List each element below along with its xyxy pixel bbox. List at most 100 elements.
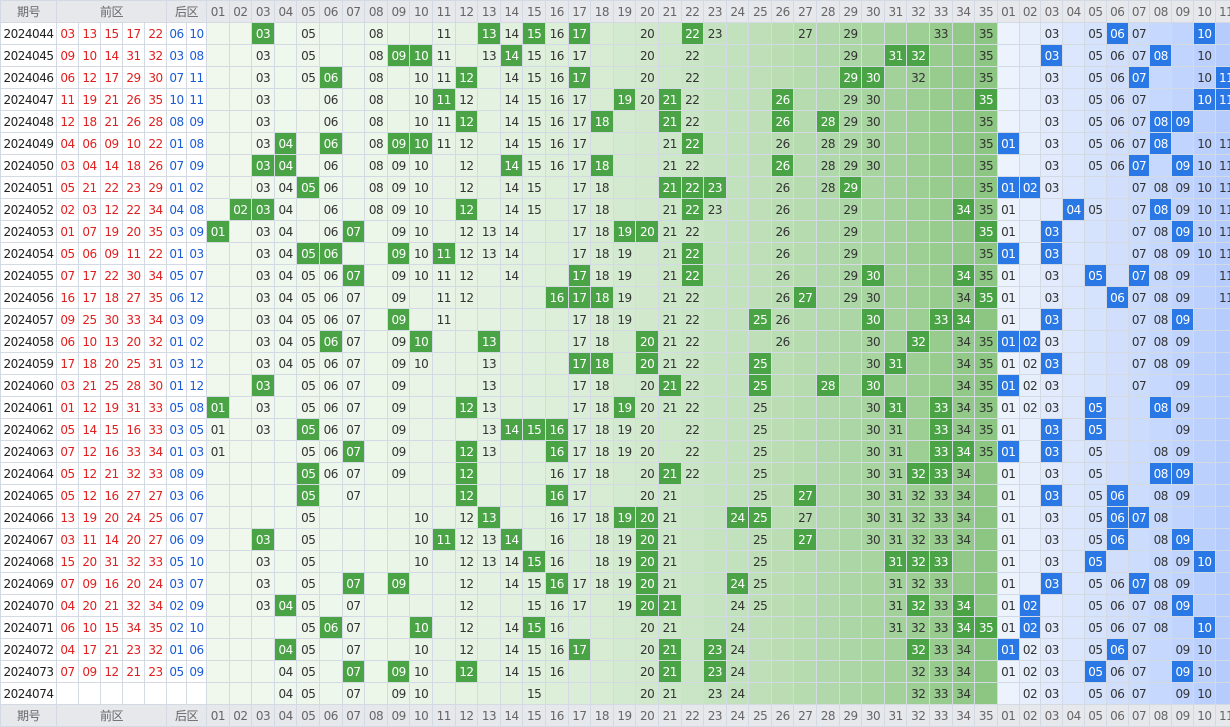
front-hit-number: 32 <box>911 467 925 481</box>
front-miss-cell <box>771 661 794 683</box>
front-miss-cell: 24 <box>726 683 749 705</box>
front-miss-cell: 16 <box>545 661 568 683</box>
front-hit-cell: 27 <box>794 485 817 507</box>
back-hit-cell: 10 <box>1194 617 1216 639</box>
back-miss-cell <box>1215 639 1230 661</box>
front-hit-number: 07 <box>346 445 360 459</box>
back-miss-cell: 03 <box>1041 177 1063 199</box>
front-miss-cell <box>545 243 568 265</box>
front-miss-cell <box>274 45 297 67</box>
front-miss-cell: 20 <box>636 441 659 463</box>
issue-number: 2024050 <box>1 155 57 177</box>
back-miss-cell <box>1063 23 1085 45</box>
front-miss-cell <box>252 683 275 705</box>
back-number-header: 02 <box>1019 705 1041 727</box>
front-miss-cell <box>930 111 953 133</box>
front-miss-cell <box>681 529 704 551</box>
front-draw-number: 33 <box>145 419 167 441</box>
back-draw-number: 06 <box>167 23 187 45</box>
back-miss-cell <box>1063 265 1085 287</box>
front-miss-cell <box>749 243 772 265</box>
back-miss-cell <box>997 683 1019 705</box>
front-miss-cell: 20 <box>636 397 659 419</box>
issue-number: 2024070 <box>1 595 57 617</box>
back-draw-number: 12 <box>187 353 207 375</box>
front-hit-number: 10 <box>414 335 428 349</box>
front-miss-cell: 29 <box>839 243 862 265</box>
front-draw-number: 17 <box>101 67 123 89</box>
back-miss-cell <box>1215 661 1230 683</box>
front-miss-cell <box>500 397 523 419</box>
front-miss-cell <box>636 309 659 331</box>
back-miss-cell <box>1150 155 1172 177</box>
front-draw-number: 11 <box>79 529 101 551</box>
front-miss-cell: 30 <box>862 133 885 155</box>
front-miss-cell <box>975 661 998 683</box>
front-miss-cell <box>749 683 772 705</box>
front-hit-number: 35 <box>979 291 993 305</box>
back-miss-cell: 03 <box>1041 397 1063 419</box>
front-miss-cell: 29 <box>839 89 862 111</box>
front-miss-cell: 05 <box>297 507 320 529</box>
front-hit-cell: 33 <box>930 551 953 573</box>
front-miss-cell <box>794 89 817 111</box>
front-miss-cell <box>387 595 410 617</box>
front-hit-number: 19 <box>617 511 631 525</box>
front-miss-cell: 03 <box>252 243 275 265</box>
back-hit-number: 06 <box>1110 643 1124 657</box>
front-miss-cell: 22 <box>681 375 704 397</box>
front-miss-cell <box>839 375 862 397</box>
back-miss-cell: 08 <box>1150 221 1172 243</box>
front-miss-cell: 05 <box>297 375 320 397</box>
front-hit-cell: 15 <box>523 617 546 639</box>
front-miss-cell <box>523 441 546 463</box>
back-miss-cell: 01 <box>997 353 1019 375</box>
front-miss-cell: 09 <box>387 287 410 309</box>
front-miss-cell: 14 <box>500 573 523 595</box>
back-hit-number: 10 <box>1197 93 1211 107</box>
front-miss-cell <box>907 375 930 397</box>
front-draw-number: 06 <box>57 67 79 89</box>
front-miss-cell: 33 <box>930 661 953 683</box>
front-draw-number: 30 <box>145 67 167 89</box>
front-draw-number: 24 <box>145 573 167 595</box>
front-miss-cell <box>320 45 343 67</box>
front-draw-number: 35 <box>145 221 167 243</box>
front-miss-cell <box>726 551 749 573</box>
front-miss-cell: 15 <box>523 177 546 199</box>
back-miss-cell <box>1041 595 1063 617</box>
front-miss-cell <box>726 463 749 485</box>
front-draw-number: 17 <box>123 23 145 45</box>
front-hit-number: 21 <box>663 181 677 195</box>
back-miss-cell: 08 <box>1150 287 1172 309</box>
front-hit-cell: 25 <box>749 507 772 529</box>
front-miss-cell <box>884 199 907 221</box>
front-miss-cell <box>432 485 455 507</box>
front-miss-cell <box>365 287 388 309</box>
front-miss-cell: 16 <box>545 89 568 111</box>
front-miss-cell: 18 <box>591 221 614 243</box>
front-miss-cell <box>432 397 455 419</box>
front-hit-cell: 13 <box>478 23 501 45</box>
back-miss-cell: 08 <box>1150 551 1172 573</box>
front-miss-cell: 06 <box>320 419 343 441</box>
front-miss-cell: 14 <box>500 89 523 111</box>
back-draw-number: 03 <box>167 485 187 507</box>
front-miss-cell: 22 <box>681 353 704 375</box>
front-miss-cell <box>207 265 230 287</box>
front-miss-cell <box>365 485 388 507</box>
front-miss-cell: 30 <box>862 419 885 441</box>
front-hit-number: 01 <box>211 401 225 415</box>
front-miss-cell <box>907 265 930 287</box>
back-miss-cell: 09 <box>1172 683 1194 705</box>
front-draw-number: 20 <box>123 331 145 353</box>
front-hit-number: 17 <box>572 71 586 85</box>
front-miss-cell <box>975 485 998 507</box>
front-hit-cell: 20 <box>636 221 659 243</box>
front-miss-cell <box>613 463 636 485</box>
front-hit-number: 01 <box>211 225 225 239</box>
front-miss-cell <box>432 617 455 639</box>
back-miss-cell <box>1194 595 1216 617</box>
front-hit-number: 33 <box>934 423 948 437</box>
